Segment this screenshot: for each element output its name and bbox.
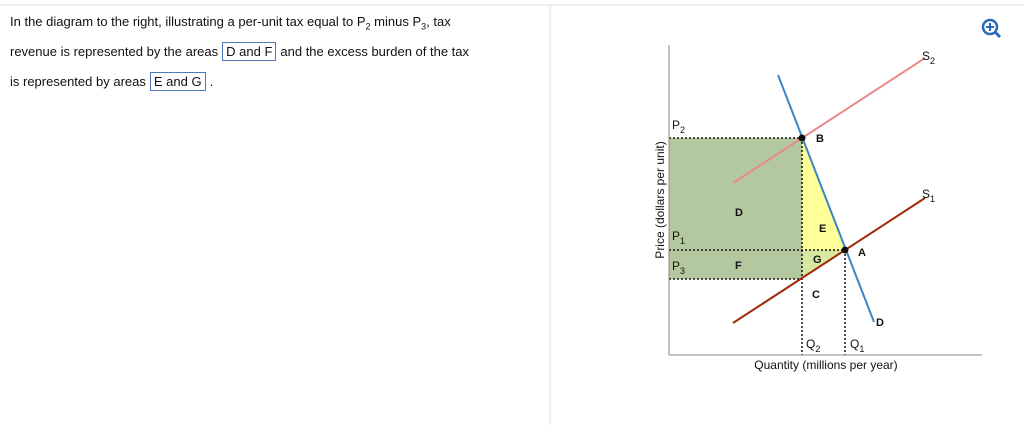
area-label: E	[819, 223, 826, 235]
area-label: F	[735, 260, 742, 272]
supply-2	[732, 57, 926, 184]
label-part: 1	[859, 344, 864, 354]
text: revenue is represented by the areas	[10, 44, 219, 59]
price-label: P1	[672, 229, 685, 246]
label-part: 2	[680, 125, 685, 135]
question-line: is represented by areas E and G.	[10, 72, 213, 91]
x-axis-label: Quantity (millions per year)	[754, 358, 897, 372]
label-part: P	[672, 259, 680, 273]
label-part: 1	[680, 236, 685, 246]
area-label: D	[735, 207, 743, 219]
quantity-label: Q2	[806, 337, 820, 354]
sub: 2	[365, 21, 371, 32]
label-part: Q	[850, 337, 859, 351]
price-label: P2	[672, 118, 685, 135]
zoom-icon[interactable]	[981, 18, 1002, 39]
price-label: P3	[672, 259, 685, 276]
question-line: revenue is represented by the areas D and…	[10, 42, 469, 61]
answer-box[interactable]: D and F	[222, 42, 277, 61]
label-part: S	[922, 187, 930, 201]
label-part: 2	[815, 344, 820, 354]
label-part: P	[672, 229, 680, 243]
answer-box[interactable]: E and G	[149, 72, 206, 91]
point	[798, 134, 806, 142]
label-part: 2	[930, 56, 935, 66]
label-part: 3	[680, 266, 685, 276]
label-part: Q	[806, 337, 815, 351]
area-label: G	[813, 254, 822, 266]
point-label: C	[812, 289, 820, 301]
quantity-label: Q1	[850, 337, 864, 354]
question-line: In the diagram to the right, illustratin…	[10, 14, 451, 32]
demand-label: D	[876, 317, 884, 329]
text: is represented by areas	[10, 74, 146, 89]
text: .	[209, 74, 214, 89]
point-label: A	[858, 247, 866, 259]
text: In the diagram to the right, illustratin…	[10, 14, 366, 29]
text: and the excess burden of the tax	[280, 44, 470, 59]
text: minus P	[370, 14, 422, 29]
area-tax-revenue	[669, 138, 802, 279]
y-axis-label: Price (dollars per unit)	[653, 141, 667, 258]
label-part: P	[672, 118, 680, 132]
demand	[777, 74, 875, 323]
supply-label: S1	[922, 187, 935, 204]
supply-label: S2	[922, 49, 935, 66]
text: , tax	[426, 14, 451, 29]
point	[841, 246, 849, 254]
supply-1	[732, 197, 926, 324]
label-part: 1	[930, 194, 935, 204]
label-part: S	[922, 49, 930, 63]
sub: 3	[421, 21, 427, 32]
point-label: B	[816, 133, 824, 145]
